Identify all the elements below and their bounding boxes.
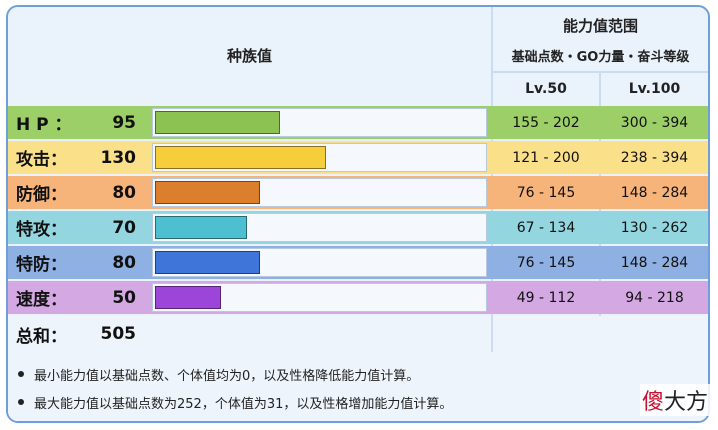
- stat-value: 95: [112, 112, 136, 133]
- range-subtitle: 基础点数・GO力量・奋斗等级: [493, 39, 708, 71]
- stat-row: 攻击： 130 121 - 200 238 - 394: [8, 141, 708, 174]
- species-header: 种族值: [8, 7, 491, 104]
- stat-bar-track: [152, 143, 487, 172]
- note-min-text: 最小能力值以基础点数、个体值均为0，以及性格降低能力值计算。: [34, 368, 420, 384]
- lv100-range: 148 - 284: [620, 184, 689, 201]
- lv50-range: 121 - 200: [512, 149, 580, 166]
- total-row: 总和： 505: [8, 316, 491, 352]
- lv50-range: 155 - 202: [512, 114, 580, 131]
- stat-bar-track: [152, 108, 487, 137]
- lv50-range: 49 - 112: [516, 289, 576, 306]
- stat-bar-track: [152, 283, 487, 312]
- stat-name: 攻击：: [16, 150, 67, 170]
- stat-name: 特攻：: [16, 220, 67, 240]
- stat-name: 特防：: [16, 255, 67, 275]
- stat-value: 50: [112, 287, 136, 308]
- stat-bar-track: [152, 178, 487, 207]
- lv50-range: 67 - 134: [516, 219, 576, 236]
- lv100-range: 148 - 284: [620, 254, 689, 271]
- stat-row: 防御： 80 76 - 145 148 - 284: [8, 176, 708, 209]
- stat-bar: [155, 216, 247, 239]
- stat-value: 130: [100, 147, 137, 168]
- note-max: 最大能力值以基础点数为252，个体值为31，以及性格增加能力值计算。: [18, 392, 452, 412]
- stat-row: 特防： 80 76 - 145 148 - 284: [8, 246, 708, 279]
- site-watermark: 傻大方: [639, 384, 710, 416]
- stat-bar-track: [152, 213, 487, 242]
- stat-value: 80: [112, 252, 136, 273]
- bullet-icon: [18, 399, 24, 405]
- lv100-range: 94 - 218: [625, 289, 684, 306]
- stat-row: 速度： 50 49 - 112 94 - 218: [8, 281, 708, 314]
- lv100-range: 238 - 394: [620, 149, 689, 166]
- lv50-header: Lv.50: [493, 73, 599, 104]
- stat-value: 80: [112, 182, 136, 203]
- range-title: 能力值范围: [493, 11, 708, 39]
- total-value: 505: [100, 324, 137, 344]
- stat-bar: [155, 251, 260, 274]
- note-min: 最小能力值以基础点数、个体值均为0，以及性格降低能力值计算。: [18, 364, 419, 384]
- stat-name: 防御：: [16, 185, 67, 205]
- stat-name: 速度：: [16, 290, 67, 310]
- lv50-range: 76 - 145: [516, 184, 576, 201]
- total-right-blank: [493, 316, 708, 352]
- note-max-text: 最大能力值以基础点数为252，个体值为31，以及性格增加能力值计算。: [34, 396, 453, 412]
- stat-bar: [155, 111, 280, 134]
- stat-row: H P ： 95 155 - 202 300 - 394: [8, 106, 708, 139]
- sub-divider: [493, 71, 708, 73]
- lv100-header: Lv.100: [601, 73, 708, 104]
- stat-bar-track: [152, 248, 487, 277]
- bullet-icon: [18, 371, 24, 377]
- total-label: 总和：: [16, 326, 67, 347]
- lv50-range: 76 - 145: [516, 254, 576, 271]
- stat-name: H P ：: [16, 115, 72, 135]
- lv100-range: 130 - 262: [620, 219, 689, 236]
- stat-value: 70: [112, 217, 136, 238]
- stat-bar: [155, 146, 326, 169]
- stats-table: 种族值 能力值范围 基础点数・GO力量・奋斗等级 Lv.50 Lv.100 H …: [6, 5, 710, 423]
- stat-bar: [155, 286, 221, 309]
- stat-bar: [155, 181, 260, 204]
- lv100-range: 300 - 394: [620, 114, 689, 131]
- notes-section: 最小能力值以基础点数、个体值均为0，以及性格降低能力值计算。 最大能力值以基础点…: [8, 352, 708, 421]
- stat-row: 特攻： 70 67 - 134 130 - 262: [8, 211, 708, 244]
